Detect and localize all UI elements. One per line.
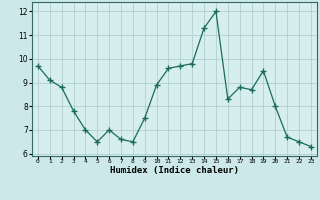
X-axis label: Humidex (Indice chaleur): Humidex (Indice chaleur) [110,166,239,175]
